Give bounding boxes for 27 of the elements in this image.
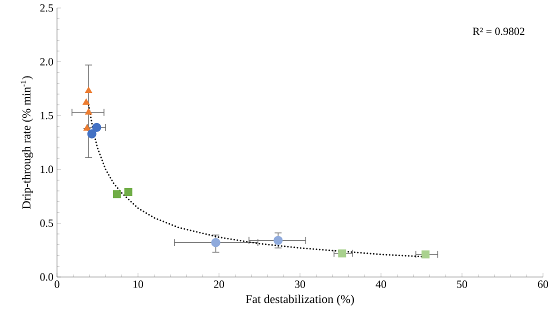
x-tick-label: 40 (376, 280, 386, 288)
point (112, 190, 121, 198)
x-tick-label: 20 (214, 280, 224, 288)
x-tick-label: 50 (457, 280, 468, 288)
point (92, 122, 102, 132)
point (85, 86, 92, 94)
point (422, 250, 430, 258)
x-tick-label: 10 (133, 280, 144, 288)
y-tick-label: 2.0 (40, 58, 54, 66)
y-tick-label: 1.0 (40, 166, 54, 174)
point (83, 124, 90, 131)
annotation: R² = 0.9802 (472, 28, 524, 36)
y-tick-label: 1.5 (40, 112, 54, 120)
x-tick-label: 30 (295, 280, 306, 288)
point (338, 249, 346, 258)
point (124, 188, 132, 196)
y-tick-label: 0.5 (40, 219, 54, 227)
point (274, 236, 283, 245)
x-axis-title: Fat destabilization (%) (246, 294, 354, 306)
point (211, 238, 220, 248)
x-tick-label: 0 (54, 280, 60, 288)
point (82, 98, 90, 105)
y-axis-title: Drip-through rate (% min$^{-1}$) (20, 76, 33, 209)
y-tick-label: 2.5 (40, 4, 54, 12)
point (85, 108, 92, 115)
x-tick-label: 60 (538, 280, 548, 288)
y-tick-label: 0.0 (40, 273, 54, 281)
